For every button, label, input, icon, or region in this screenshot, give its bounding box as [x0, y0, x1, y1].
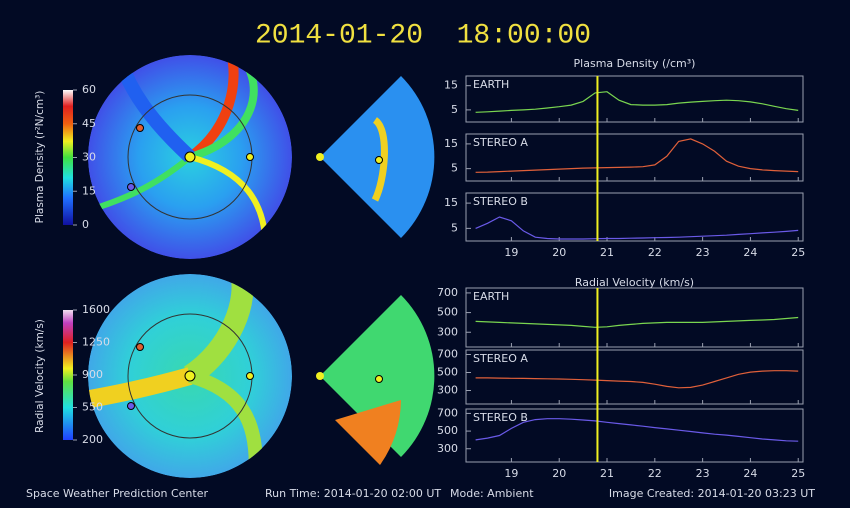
x-tick-label: 25 [791, 246, 805, 259]
panel-frame [465, 75, 804, 123]
stereo-b [127, 183, 135, 191]
x-tick-label: 22 [648, 467, 662, 480]
colorbar-label: Radial Velocity (km/s) [34, 319, 46, 433]
colorbar-tick-label: 1250 [82, 336, 110, 349]
y-tick-label: 15 [444, 196, 458, 209]
earth [246, 153, 254, 161]
x-tick-label: 24 [743, 246, 757, 259]
y-tick-label: 15 [444, 79, 458, 92]
earth [375, 156, 383, 164]
colorbar-label: Plasma Density (r²N/cm³) [34, 91, 46, 224]
footer-image-created: Image Created: 2014-01-20 03:23 UT [609, 487, 815, 500]
y-tick-label: 5 [451, 103, 458, 116]
chart-title: Radial Velocity (km/s) [575, 276, 694, 289]
colorbar-tick-label: 30 [82, 151, 96, 164]
y-tick-label: 300 [437, 325, 458, 338]
x-tick-label: 24 [743, 467, 757, 480]
colorbar [63, 90, 73, 225]
earth [246, 372, 254, 380]
x-tick-label: 19 [504, 246, 518, 259]
sun [184, 151, 196, 163]
colorbar-tick-label: 15 [82, 184, 96, 197]
colorbar-tick-label: 550 [82, 401, 103, 414]
series-name: STEREO A [473, 352, 528, 365]
y-tick-label: 5 [451, 221, 458, 234]
sun [316, 153, 324, 161]
density-wedge-feature [371, 117, 388, 202]
y-tick-label: 5 [451, 162, 458, 175]
stereo-a [136, 343, 144, 351]
colorbar-tick-label: 0 [82, 218, 89, 231]
colorbar-tick-label: 45 [82, 117, 96, 130]
y-tick-label: 15 [444, 137, 458, 150]
colorbar-tick-label: 60 [82, 83, 96, 96]
series-line [475, 138, 799, 173]
panel-frame [465, 287, 804, 348]
y-tick-label: 300 [437, 384, 458, 397]
x-tick-label: 22 [648, 246, 662, 259]
x-tick-label: 23 [696, 467, 710, 480]
x-tick-label: 20 [552, 467, 566, 480]
x-tick-label: 25 [791, 467, 805, 480]
panel-frame [465, 408, 804, 463]
series-line [475, 418, 799, 442]
colorbar-tick-label: 900 [82, 368, 103, 381]
series-name: EARTH [473, 78, 509, 91]
x-tick-label: 21 [600, 467, 614, 480]
y-tick-label: 500 [437, 366, 458, 379]
series-name: STEREO A [473, 136, 528, 149]
y-tick-label: 700 [437, 348, 458, 361]
velocity-wedge-feature [335, 400, 401, 465]
x-tick-label: 23 [696, 246, 710, 259]
stereo-b [127, 402, 135, 410]
footer-center: Space Weather Prediction Center [26, 487, 208, 500]
footer-mode: Mode: Ambient [450, 487, 534, 500]
timestamp: 2014-01-20 18:00:00 [255, 20, 591, 51]
series-name: STEREO B [473, 195, 528, 208]
colorbar-tick-label: 200 [82, 433, 103, 446]
earth [375, 375, 383, 383]
x-tick-label: 19 [504, 467, 518, 480]
series-name: EARTH [473, 290, 509, 303]
sun [316, 372, 324, 380]
y-tick-label: 500 [437, 306, 458, 319]
series-line [475, 316, 799, 328]
y-tick-label: 500 [437, 424, 458, 437]
panel-frame [465, 192, 804, 242]
x-tick-label: 21 [600, 246, 614, 259]
y-tick-label: 300 [437, 442, 458, 455]
series-line [475, 91, 799, 113]
footer-run-time: Run Time: 2014-01-20 02:00 UT [265, 487, 441, 500]
series-name: STEREO B [473, 411, 528, 424]
colorbar [63, 310, 73, 440]
x-tick-label: 20 [552, 246, 566, 259]
series-line [475, 370, 799, 389]
panel-frame [465, 133, 804, 182]
panel-frame [465, 349, 804, 405]
series-line [475, 216, 799, 240]
y-tick-label: 700 [437, 406, 458, 419]
y-tick-label: 700 [437, 286, 458, 299]
sun [184, 370, 196, 382]
stereo-a [136, 124, 144, 132]
chart-title: Plasma Density (/cm³) [574, 57, 696, 70]
colorbar-tick-label: 1600 [82, 303, 110, 316]
